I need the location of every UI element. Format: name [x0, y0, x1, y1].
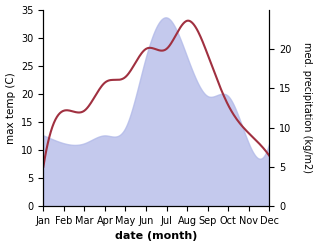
Y-axis label: med. precipitation (kg/m2): med. precipitation (kg/m2)	[302, 42, 313, 173]
Y-axis label: max temp (C): max temp (C)	[5, 72, 16, 144]
X-axis label: date (month): date (month)	[115, 231, 197, 242]
